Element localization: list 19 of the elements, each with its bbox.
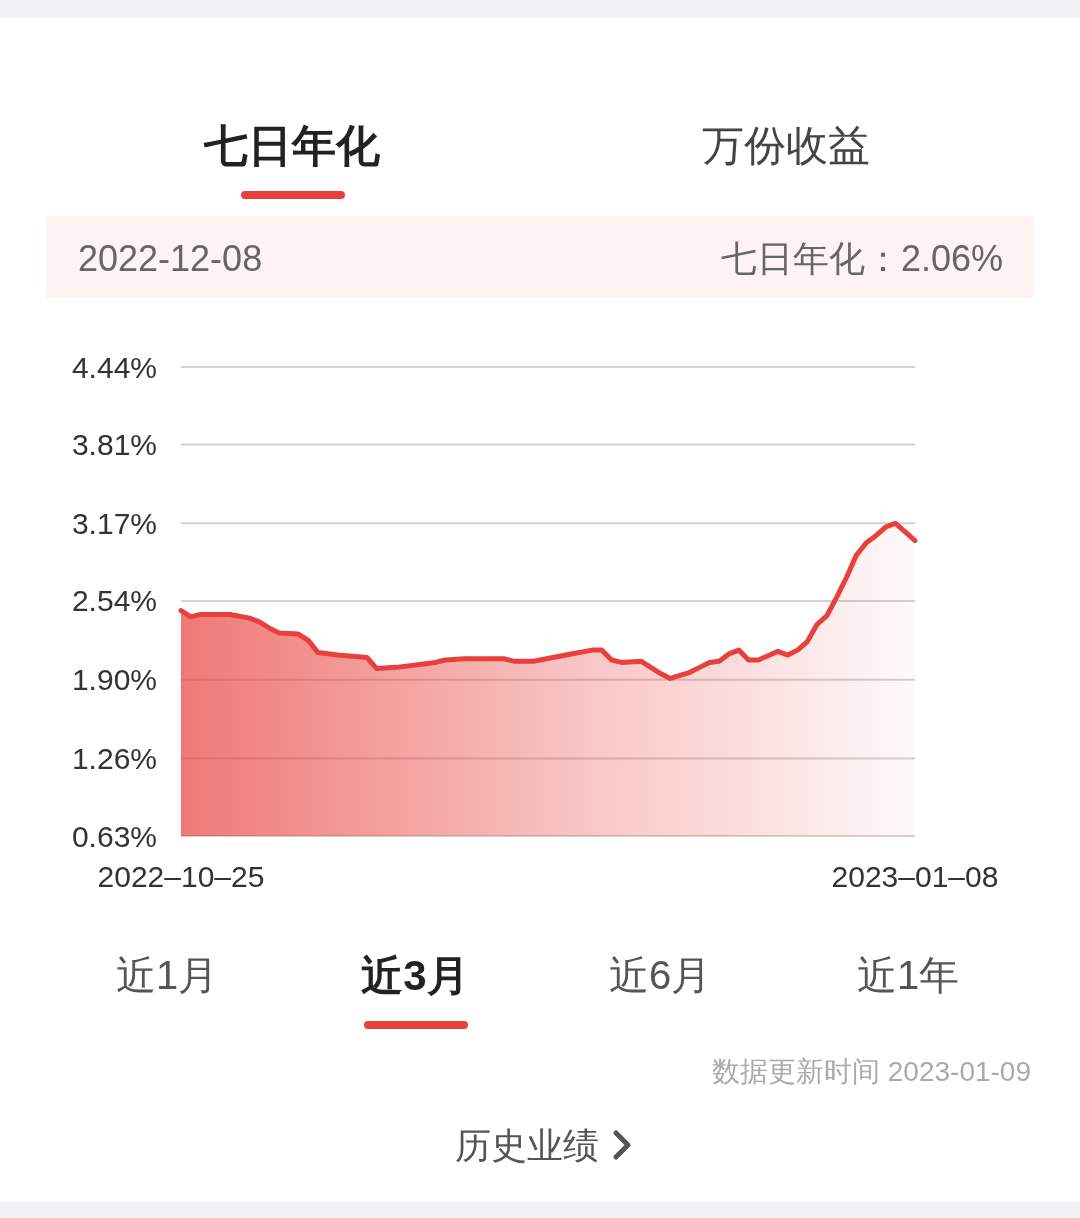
text: 近1月 (115, 953, 219, 997)
x-tick-label: 2022–10–25 (97, 859, 265, 893)
y-tick-label: 3.81% (71, 428, 157, 462)
text: 历史业绩 (455, 1124, 599, 1166)
text: 近3月 (361, 951, 469, 999)
text: 七日年化：2.06% (720, 237, 1003, 279)
y-tick-label: 3.17% (71, 506, 157, 540)
text: 近1年 (856, 953, 960, 997)
text: 2022-12-08 (78, 237, 263, 279)
y-tick-label: 4.44% (71, 350, 157, 384)
text: 七日年化 (203, 120, 381, 170)
y-tick-label: 1.90% (71, 663, 157, 697)
text: 近6月 (608, 953, 712, 997)
text: 数据更新时间 2023-01-09 (711, 1055, 1031, 1087)
y-tick-label: 2.54% (71, 584, 157, 618)
y-tick-label: 0.63% (71, 819, 157, 853)
y-tick-label: 1.26% (71, 741, 157, 775)
text: 万份收益 (702, 121, 870, 169)
x-tick-label: 2023–01–08 (831, 859, 999, 893)
